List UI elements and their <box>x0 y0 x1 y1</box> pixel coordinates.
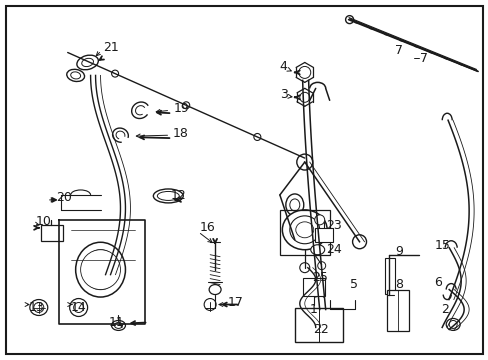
Circle shape <box>298 67 310 78</box>
Text: 12: 12 <box>170 189 185 202</box>
Circle shape <box>299 263 309 273</box>
Text: 9: 9 <box>395 245 403 258</box>
Ellipse shape <box>76 242 125 297</box>
Text: 17: 17 <box>227 296 244 309</box>
Text: 4: 4 <box>279 60 287 73</box>
Text: 16: 16 <box>200 221 216 234</box>
Text: 13: 13 <box>29 301 44 314</box>
Text: 1: 1 <box>309 303 317 316</box>
Text: 22: 22 <box>312 323 328 336</box>
Text: 15: 15 <box>433 239 449 252</box>
Circle shape <box>69 298 87 316</box>
Circle shape <box>253 134 260 140</box>
Ellipse shape <box>153 189 183 203</box>
Circle shape <box>314 215 324 225</box>
Text: 2: 2 <box>440 303 448 316</box>
Ellipse shape <box>34 302 44 312</box>
Text: 8: 8 <box>395 278 403 291</box>
Circle shape <box>299 92 309 102</box>
Circle shape <box>81 250 120 289</box>
Circle shape <box>296 154 312 170</box>
Bar <box>279 210 329 255</box>
Circle shape <box>345 15 353 24</box>
Ellipse shape <box>71 72 81 79</box>
Ellipse shape <box>111 320 125 330</box>
Ellipse shape <box>289 216 319 244</box>
Text: 5: 5 <box>349 278 357 291</box>
Circle shape <box>86 256 114 284</box>
Bar <box>385 258 395 293</box>
Ellipse shape <box>157 192 179 201</box>
Ellipse shape <box>114 323 122 328</box>
Text: 24: 24 <box>325 243 341 256</box>
Text: 21: 21 <box>103 41 119 54</box>
Text: 20: 20 <box>56 192 71 204</box>
Ellipse shape <box>67 69 84 81</box>
Bar <box>302 278 324 296</box>
Ellipse shape <box>83 250 118 289</box>
Circle shape <box>111 70 119 77</box>
Bar <box>41 225 62 241</box>
Text: 23: 23 <box>325 219 341 232</box>
Text: 3: 3 <box>279 88 287 101</box>
Circle shape <box>352 235 366 249</box>
Ellipse shape <box>209 285 221 294</box>
Ellipse shape <box>30 300 48 315</box>
Circle shape <box>183 102 189 109</box>
Ellipse shape <box>285 194 303 216</box>
Ellipse shape <box>295 222 313 238</box>
Circle shape <box>92 262 108 278</box>
Circle shape <box>317 262 325 270</box>
Ellipse shape <box>77 55 98 70</box>
Text: 7: 7 <box>420 52 427 65</box>
Text: 6: 6 <box>433 276 441 289</box>
Ellipse shape <box>81 58 93 67</box>
Text: 7: 7 <box>395 44 403 57</box>
Bar <box>386 289 408 332</box>
Circle shape <box>203 298 216 310</box>
Bar <box>294 307 342 342</box>
Ellipse shape <box>310 245 324 255</box>
Bar <box>314 228 332 242</box>
Text: 25: 25 <box>311 271 327 284</box>
Ellipse shape <box>289 199 299 211</box>
Text: 19: 19 <box>173 102 189 115</box>
Ellipse shape <box>446 319 459 330</box>
Circle shape <box>74 302 83 312</box>
Text: 11: 11 <box>108 316 124 329</box>
Text: 18: 18 <box>172 127 188 140</box>
Text: 14: 14 <box>71 301 86 314</box>
Ellipse shape <box>282 210 326 250</box>
Circle shape <box>448 320 456 328</box>
Text: 10: 10 <box>36 215 52 228</box>
